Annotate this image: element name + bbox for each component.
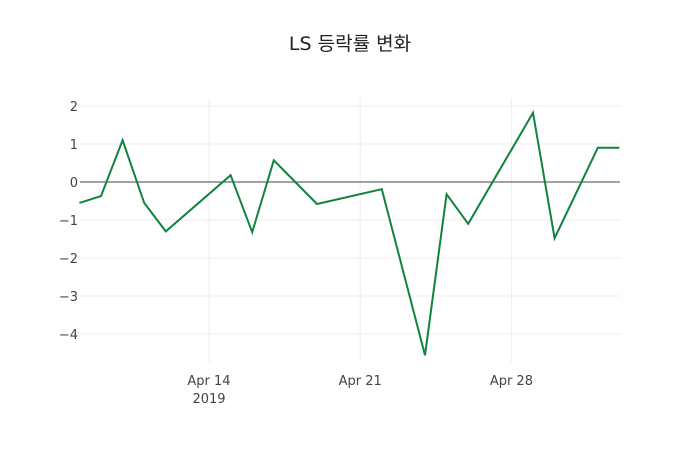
- x-axis-labels: Apr 14 2019 Apr 21 Apr 28: [187, 374, 533, 407]
- x-tick-label: Apr 28: [490, 374, 533, 389]
- y-axis-labels: 2 1 0 −1 −2 −3 −4: [59, 100, 78, 343]
- y-tick-label: 0: [70, 176, 78, 191]
- chart-title: LS 등락률 변화: [289, 33, 411, 55]
- y-tick-label: −1: [59, 214, 78, 229]
- y-tick-label: −2: [59, 252, 78, 267]
- y-tick-label: 1: [70, 138, 78, 153]
- y-gridlines: [80, 105, 620, 335]
- y-tick-label: 2: [70, 100, 78, 115]
- x-tick-label: Apr 21: [339, 374, 382, 389]
- series-line: [79, 109, 620, 356]
- y-tick-label: −3: [59, 290, 78, 305]
- x-tick-label: Apr 14: [187, 374, 230, 389]
- y-tick-label: −4: [59, 328, 78, 343]
- x-gridlines: [208, 98, 512, 362]
- x-tick-year-label: 2019: [192, 392, 225, 407]
